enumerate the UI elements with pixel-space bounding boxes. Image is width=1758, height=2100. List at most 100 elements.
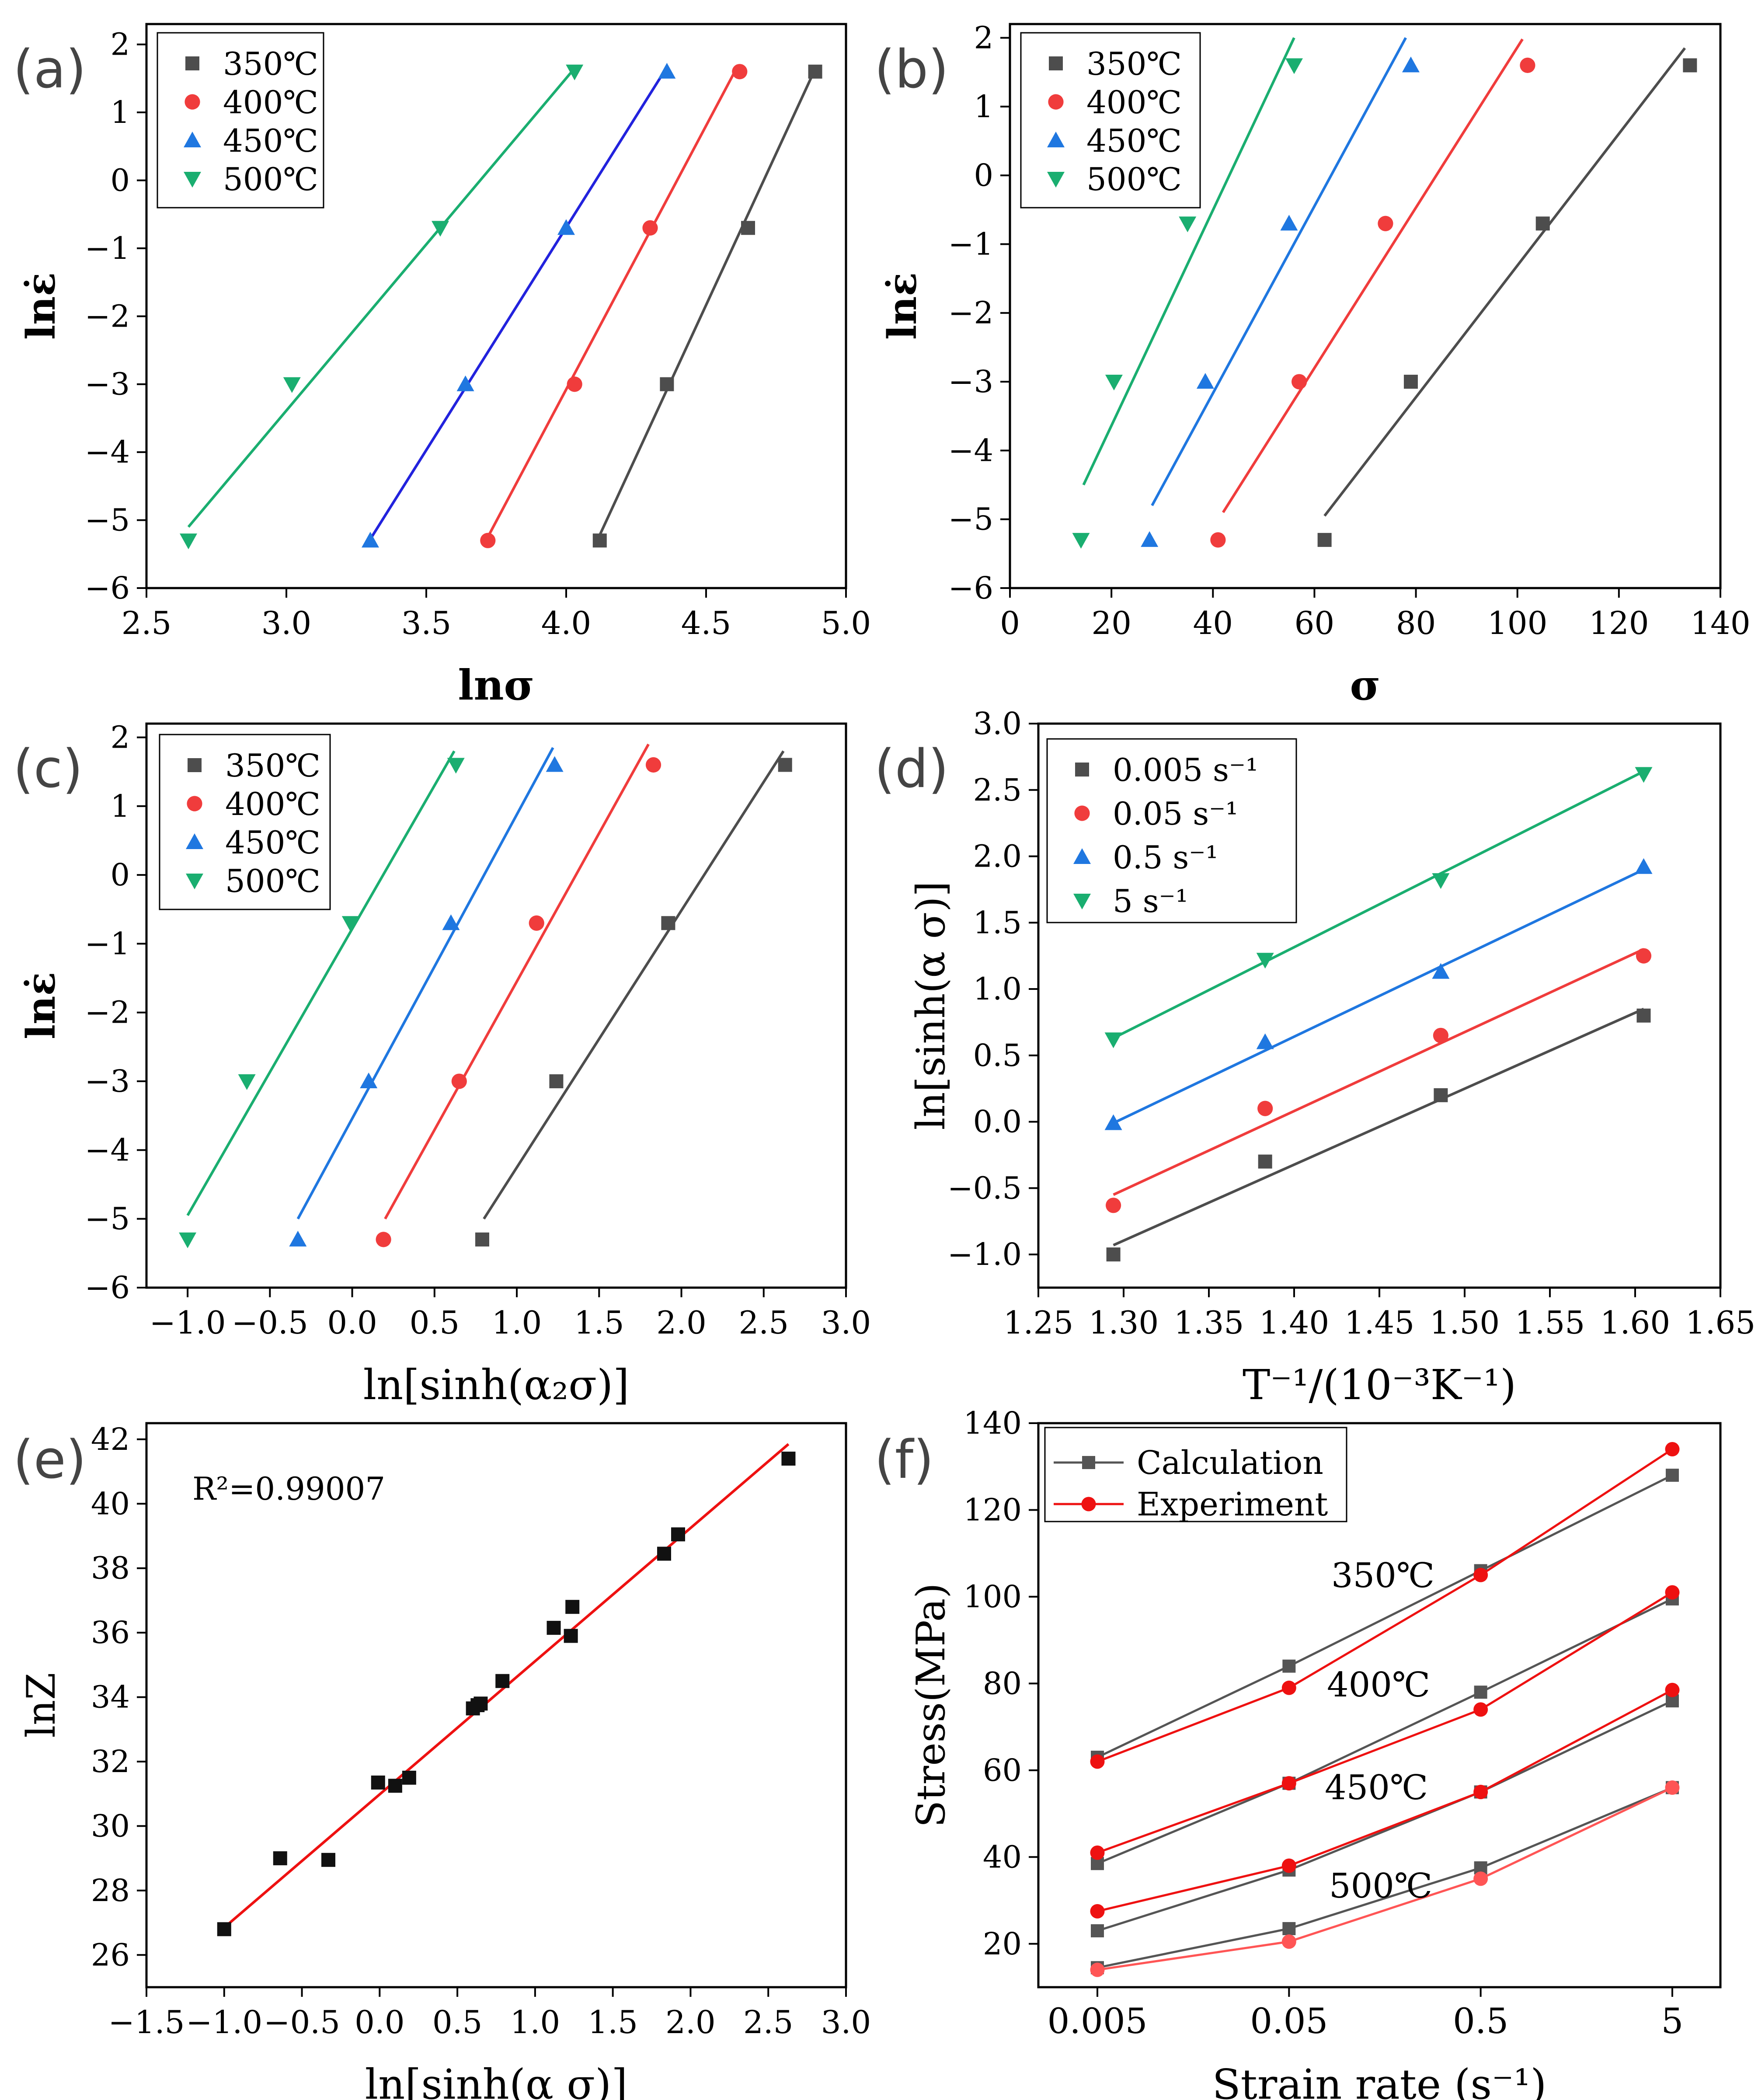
data-point xyxy=(1106,1247,1121,1262)
x-tick-label: −0.5 xyxy=(264,2004,340,2041)
series-c-2 xyxy=(289,747,564,1247)
fit-line xyxy=(384,743,650,1220)
data-point xyxy=(495,1674,510,1688)
series-f-1 xyxy=(1090,1442,1680,1769)
x-tick-label: 1.25 xyxy=(1003,1304,1073,1341)
x-tick-label: 1.35 xyxy=(1174,1304,1244,1341)
x-tick-label: 1.60 xyxy=(1600,1304,1670,1341)
fit-line xyxy=(187,70,573,528)
x-tick-label: 0.05 xyxy=(1250,2001,1328,2041)
x-ticks-a: 2.5 3.0 3.5 4.0 4.5 5.0 xyxy=(122,588,871,641)
data-point xyxy=(547,1621,561,1635)
legend-f: Calculation Experiment xyxy=(1044,1427,1347,1523)
panel-c: (c) −1.0 −0.5 0.0 0.5 1.0 1.5 2.0 2.5 3.0 −6 −5 −4 −3… xyxy=(13,719,871,1409)
y-ticks-b: −6 −5 −4 −3 −2 −1 0 1 2 xyxy=(948,20,1010,606)
y-tick-label: 1 xyxy=(974,89,993,125)
data-point xyxy=(1282,1922,1296,1936)
data-point xyxy=(273,1851,287,1866)
data-point xyxy=(546,756,564,772)
data-point xyxy=(180,533,197,550)
y-tick-label: −1 xyxy=(85,230,130,266)
x-axis-title-b: σ xyxy=(1350,661,1380,710)
data-point xyxy=(480,533,496,548)
data-point xyxy=(808,64,822,79)
panel-a: (a) 2.5 3.0 3.5 4.0 4.5 5.0 −6 −5 −4 −3 −2 −1 0 1 2 lnσ l… xyxy=(13,23,871,710)
x-tick-label: 3.0 xyxy=(821,2004,871,2041)
y-tick-label: −1.0 xyxy=(947,1236,1022,1272)
plot-frame-e xyxy=(145,1422,847,1989)
x-axis-title-d: T⁻¹/(10⁻³K⁻¹) xyxy=(1243,1361,1516,1409)
x-ticks-c: −1.0 −0.5 0.0 0.5 1.0 1.5 2.0 2.5 3.0 xyxy=(150,1288,871,1341)
data-point xyxy=(451,1073,467,1089)
series-c-1 xyxy=(376,743,661,1247)
fit-line xyxy=(1222,38,1524,513)
data-point xyxy=(402,1770,416,1785)
y-axis-title-c: lnε̇ xyxy=(18,972,64,1039)
fit-line xyxy=(296,747,554,1220)
y-tick-label: −6 xyxy=(85,570,130,606)
data-point xyxy=(557,219,575,235)
y-tick-label: −6 xyxy=(948,570,993,606)
data-point xyxy=(1666,1469,1679,1482)
data-point xyxy=(362,532,379,548)
fit-line xyxy=(1323,47,1686,517)
x-axis-title-e: ln[sinh(α σ)] xyxy=(365,2061,628,2100)
x-tick-label: 0.005 xyxy=(1047,2001,1147,2041)
panel-label-a: (a) xyxy=(13,39,86,100)
plot-frame-c xyxy=(145,722,847,1289)
data-point xyxy=(1292,374,1307,390)
x-ticks-f: 0.005 0.05 0.5 5 xyxy=(1047,1987,1683,2041)
y-ticks-d: −1.0 −0.5 0.0 0.5 1.0 1.5 2.0 2.5 3.0 xyxy=(947,706,1038,1272)
y-tick-label: 140 xyxy=(963,1405,1022,1441)
series-line xyxy=(1097,1787,1673,1971)
data-point xyxy=(447,758,465,774)
y-tick-label: 120 xyxy=(963,1492,1022,1528)
data-point xyxy=(781,1452,796,1466)
x-tick-label: 40 xyxy=(1193,605,1233,641)
panel-label-f: (f) xyxy=(874,1430,934,1491)
x-tick-label: 1.0 xyxy=(492,1304,542,1341)
y-tick-label: 0 xyxy=(110,857,130,893)
data-point xyxy=(1434,1088,1448,1102)
data-point xyxy=(661,916,675,930)
series-line xyxy=(1097,1598,1673,1865)
temperature-label: 350℃ xyxy=(1331,1556,1434,1595)
plot-frame-b xyxy=(1009,23,1722,589)
series-d-2 xyxy=(1104,858,1653,1130)
x-tick-label: 80 xyxy=(1396,605,1436,641)
data-point xyxy=(376,1232,391,1247)
legend-d: 0.005 s⁻¹ 0.05 s⁻¹ 0.5 s⁻¹ 5 s⁻¹ xyxy=(1046,738,1297,923)
x-tick-label: 60 xyxy=(1295,605,1335,641)
y-tick-label: 2 xyxy=(974,20,993,56)
data-point xyxy=(1402,56,1420,73)
series-f-7 xyxy=(1090,1780,1680,1977)
data-point xyxy=(549,1074,564,1089)
data-point xyxy=(1636,1008,1651,1023)
data-point xyxy=(1281,1858,1296,1873)
data-point xyxy=(1535,216,1550,231)
data-point xyxy=(1378,216,1393,231)
y-tick-label: 40 xyxy=(983,1839,1022,1875)
legend-label: 350℃ xyxy=(225,747,320,784)
y-axis-title-e: lnZ xyxy=(18,1672,64,1738)
legend-label: Experiment xyxy=(1137,1486,1328,1523)
series-f-5 xyxy=(1090,1682,1680,1919)
x-axis-title-f: Strain rate (s⁻¹) xyxy=(1212,2061,1547,2100)
series-c-0 xyxy=(475,750,792,1247)
y-tick-label: 26 xyxy=(91,1937,130,1973)
legend-swatch xyxy=(186,874,203,889)
series-line xyxy=(1097,1474,1673,1759)
x-tick-label: 1.5 xyxy=(588,2004,638,2041)
y-tick-label: −0.5 xyxy=(947,1170,1022,1206)
data-point xyxy=(732,64,748,80)
series-line xyxy=(1097,1787,1673,1969)
x-tick-label: 0.5 xyxy=(1453,2001,1508,2041)
data-point xyxy=(1432,963,1450,979)
y-ticks-e: 26 28 30 32 34 36 38 40 42 xyxy=(91,1421,146,1973)
x-tick-label: 0.5 xyxy=(432,2004,483,2041)
data-point xyxy=(1280,215,1298,231)
y-tick-label: −5 xyxy=(85,1201,130,1237)
y-tick-label: 42 xyxy=(91,1421,130,1457)
x-tick-label: 0.0 xyxy=(355,2004,405,2041)
